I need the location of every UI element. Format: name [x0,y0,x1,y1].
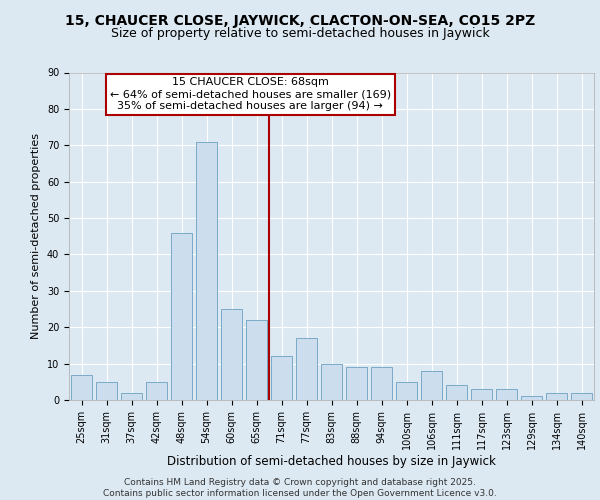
Bar [296,338,317,400]
Bar [246,320,267,400]
Bar [71,374,92,400]
Bar [271,356,292,400]
Text: Size of property relative to semi-detached houses in Jaywick: Size of property relative to semi-detach… [110,28,490,40]
Bar [196,142,217,400]
Bar [96,382,117,400]
Text: 15, CHAUCER CLOSE, JAYWICK, CLACTON-ON-SEA, CO15 2PZ: 15, CHAUCER CLOSE, JAYWICK, CLACTON-ON-S… [65,14,535,28]
Y-axis label: Number of semi-detached properties: Number of semi-detached properties [31,133,41,339]
Bar [571,392,592,400]
Bar [496,389,517,400]
Bar [471,389,492,400]
Bar [521,396,542,400]
X-axis label: Distribution of semi-detached houses by size in Jaywick: Distribution of semi-detached houses by … [167,454,496,468]
Bar [171,232,192,400]
Bar [546,392,567,400]
Bar [221,309,242,400]
Bar [121,392,142,400]
Bar [396,382,417,400]
Bar [371,367,392,400]
Bar [421,371,442,400]
Text: 15 CHAUCER CLOSE: 68sqm
← 64% of semi-detached houses are smaller (169)
35% of s: 15 CHAUCER CLOSE: 68sqm ← 64% of semi-de… [110,78,391,110]
Text: Contains HM Land Registry data © Crown copyright and database right 2025.
Contai: Contains HM Land Registry data © Crown c… [103,478,497,498]
Bar [446,386,467,400]
Bar [146,382,167,400]
Bar [346,367,367,400]
Bar [321,364,342,400]
